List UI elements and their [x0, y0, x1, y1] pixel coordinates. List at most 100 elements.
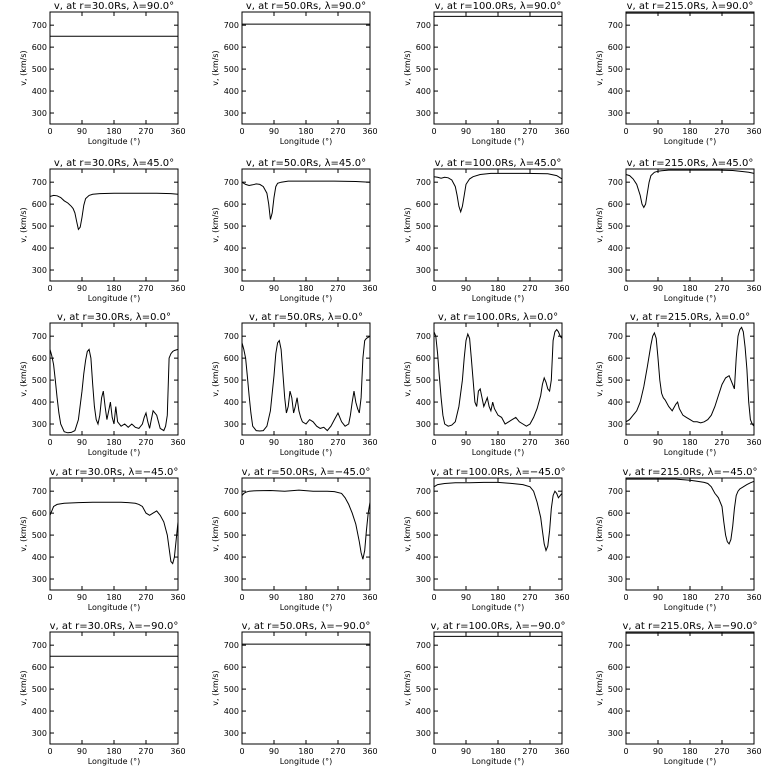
y-tick-label: 300	[608, 575, 623, 584]
y-axis-label: v, (km/s)	[211, 50, 220, 85]
y-tick-label: 400	[32, 553, 47, 562]
y-tick-label: 600	[608, 509, 623, 518]
x-tick-label: 360	[554, 593, 569, 602]
plot-frame	[625, 631, 755, 745]
y-tick-label: 300	[224, 266, 239, 275]
y-tick-label: 400	[608, 398, 623, 407]
subplot-5: v, at r=50.0Rs, λ=45.0° 0 90 180 270 360 300 40…	[211, 158, 378, 303]
y-tick-label: 400	[416, 398, 431, 407]
x-tick-label: 90	[653, 747, 663, 756]
x-tick-label: 360	[362, 127, 377, 136]
y-tick-label: 700	[608, 641, 623, 650]
y-tick-label: 500	[224, 222, 239, 231]
x-tick-label: 270	[522, 747, 537, 756]
x-tick-label: 360	[362, 438, 377, 447]
y-tick-label: 600	[416, 200, 431, 209]
y-tick-label: 500	[608, 685, 623, 694]
y-tick-label: 600	[224, 200, 239, 209]
y-tick-label: 500	[416, 65, 431, 74]
subplot-title: v, at r=30.0Rs, λ=90.0°	[54, 1, 174, 12]
subplot-3: v, at r=215.0Rs, λ=90.0° 0 90 180 270 360 300 4…	[595, 1, 762, 146]
x-tick-label: 270	[138, 127, 153, 136]
y-tick-label: 300	[608, 729, 623, 738]
subplot-title: v, at r=100.0Rs, λ=−45.0°	[430, 467, 565, 478]
y-tick-label: 400	[224, 398, 239, 407]
y-tick-label: 600	[224, 354, 239, 363]
x-tick-label: 360	[554, 438, 569, 447]
plot-frame	[433, 168, 563, 282]
y-tick-label: 500	[32, 376, 47, 385]
y-tick-label: 500	[224, 685, 239, 694]
x-tick-label: 0	[431, 127, 436, 136]
series-line	[49, 501, 179, 565]
y-tick-label: 300	[32, 266, 47, 275]
y-tick-label: 400	[32, 87, 47, 96]
x-tick-label: 0	[239, 747, 244, 756]
series-line	[241, 489, 371, 560]
plot-frame	[49, 477, 179, 591]
y-tick-label: 700	[608, 487, 623, 496]
x-tick-label: 180	[106, 593, 121, 602]
y-tick-label: 400	[608, 87, 623, 96]
y-tick-label: 700	[224, 332, 239, 341]
series-line	[49, 192, 179, 231]
subplot-8: v, at r=30.0Rs, λ=0.0° 0 90 180 270 360 300 400…	[19, 312, 186, 457]
x-tick-label: 90	[653, 284, 663, 293]
x-tick-label: 180	[298, 127, 313, 136]
subplot-9: v, at r=50.0Rs, λ=0.0° 0 90 180 270 360 300 400…	[211, 312, 378, 457]
y-tick-label: 500	[32, 65, 47, 74]
subplot-10: v, at r=100.0Rs, λ=0.0° 0 90 180 270 360 300 40…	[403, 312, 570, 457]
y-tick-label: 500	[608, 65, 623, 74]
x-axis-label: Longitude (°)	[472, 448, 525, 457]
x-axis-label: Longitude (°)	[472, 294, 525, 303]
x-tick-label: 180	[682, 438, 697, 447]
y-tick-label: 700	[416, 21, 431, 30]
subplot-title: v, at r=30.0Rs, λ=−45.0°	[50, 467, 179, 478]
y-tick-label: 700	[224, 178, 239, 187]
plot-frame	[241, 322, 371, 436]
y-tick-label: 300	[224, 420, 239, 429]
x-axis-label: Longitude (°)	[664, 294, 717, 303]
subplot-title: v, at r=100.0Rs, λ=0.0°	[438, 312, 558, 323]
y-tick-label: 300	[224, 729, 239, 738]
y-axis-label: v, (km/s)	[403, 50, 412, 85]
x-tick-label: 360	[170, 284, 185, 293]
subplot-title: v, at r=50.0Rs, λ=90.0°	[246, 1, 366, 12]
x-axis-label: Longitude (°)	[88, 757, 141, 766]
y-axis-label: v, (km/s)	[595, 670, 604, 705]
y-tick-label: 400	[608, 244, 623, 253]
subplot-title: v, at r=30.0Rs, λ=45.0°	[54, 158, 174, 169]
x-tick-label: 90	[77, 127, 87, 136]
series-line	[433, 172, 563, 214]
series-line	[625, 326, 755, 427]
plot-frame	[49, 631, 179, 745]
y-tick-label: 700	[608, 21, 623, 30]
y-tick-label: 600	[416, 43, 431, 52]
y-axis-label: v, (km/s)	[19, 207, 28, 242]
x-tick-label: 0	[239, 438, 244, 447]
plot-frame	[625, 477, 755, 591]
x-tick-label: 0	[431, 747, 436, 756]
x-tick-label: 270	[522, 127, 537, 136]
x-tick-label: 270	[714, 438, 729, 447]
x-tick-label: 0	[623, 438, 628, 447]
subplot-14: v, at r=100.0Rs, λ=−45.0° 0 90 180 270 360 300…	[403, 467, 570, 612]
plot-frame	[433, 322, 563, 436]
y-tick-label: 500	[608, 531, 623, 540]
x-axis-label: Longitude (°)	[280, 137, 333, 146]
y-tick-label: 500	[416, 685, 431, 694]
x-tick-label: 270	[330, 593, 345, 602]
y-tick-label: 600	[32, 509, 47, 518]
x-tick-label: 90	[461, 747, 471, 756]
plot-frame	[625, 11, 755, 125]
y-tick-label: 700	[224, 487, 239, 496]
y-tick-label: 600	[416, 509, 431, 518]
y-tick-label: 700	[608, 332, 623, 341]
x-tick-label: 90	[269, 593, 279, 602]
x-tick-label: 270	[330, 747, 345, 756]
y-axis-label: v, (km/s)	[403, 670, 412, 705]
y-tick-label: 300	[32, 575, 47, 584]
series-line	[433, 481, 563, 553]
y-tick-label: 700	[32, 178, 47, 187]
